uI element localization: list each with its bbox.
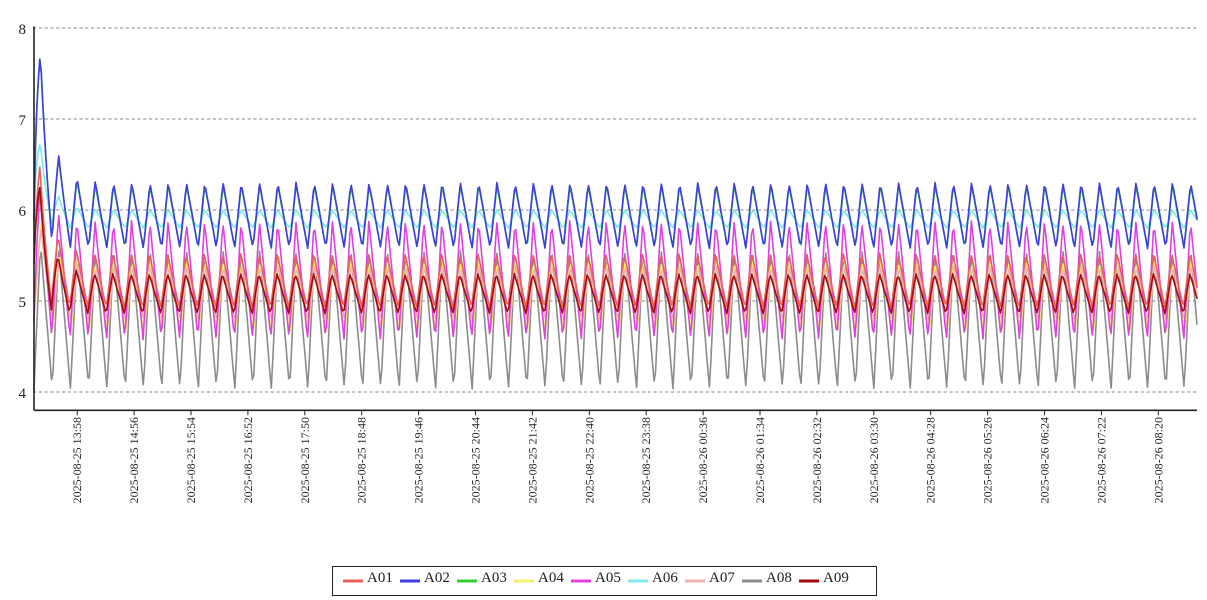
svg-text:2025-08-25 16:52: 2025-08-25 16:52 <box>241 417 255 503</box>
svg-text:6: 6 <box>19 204 27 220</box>
svg-text:2025-08-26 07:22: 2025-08-26 07:22 <box>1094 417 1108 503</box>
svg-text:2025-08-26 08:20: 2025-08-26 08:20 <box>1151 417 1165 503</box>
svg-text:2025-08-25 23:38: 2025-08-25 23:38 <box>639 417 653 503</box>
svg-text:2025-08-25 19:46: 2025-08-25 19:46 <box>412 417 426 503</box>
svg-text:2025-08-26 01:34: 2025-08-26 01:34 <box>753 417 767 503</box>
svg-text:2025-08-25 21:42: 2025-08-25 21:42 <box>525 417 539 503</box>
svg-text:2025-08-26 03:30: 2025-08-26 03:30 <box>867 417 881 503</box>
svg-text:8: 8 <box>19 22 27 38</box>
svg-text:2025-08-26 02:32: 2025-08-26 02:32 <box>810 417 824 503</box>
svg-text:2025-08-25 22:40: 2025-08-25 22:40 <box>582 417 596 503</box>
svg-text:2025-08-26 06:24: 2025-08-26 06:24 <box>1038 417 1052 503</box>
svg-text:2025-08-25 18:48: 2025-08-25 18:48 <box>355 417 369 503</box>
svg-text:2025-08-25 14:56: 2025-08-25 14:56 <box>127 417 141 503</box>
svg-text:2025-08-25 15:54: 2025-08-25 15:54 <box>184 417 198 503</box>
svg-text:2025-08-25 13:58: 2025-08-25 13:58 <box>70 417 84 503</box>
svg-text:7: 7 <box>19 113 27 129</box>
svg-text:2025-08-26 05:26: 2025-08-26 05:26 <box>981 417 995 503</box>
svg-text:4: 4 <box>19 386 27 402</box>
svg-text:5: 5 <box>19 295 27 311</box>
svg-text:2025-08-26 00:36: 2025-08-26 00:36 <box>696 417 710 503</box>
svg-text:2025-08-25 17:50: 2025-08-25 17:50 <box>298 417 312 503</box>
svg-text:2025-08-25 20:44: 2025-08-25 20:44 <box>469 417 483 503</box>
svg-text:2025-08-26 04:28: 2025-08-26 04:28 <box>924 417 938 503</box>
